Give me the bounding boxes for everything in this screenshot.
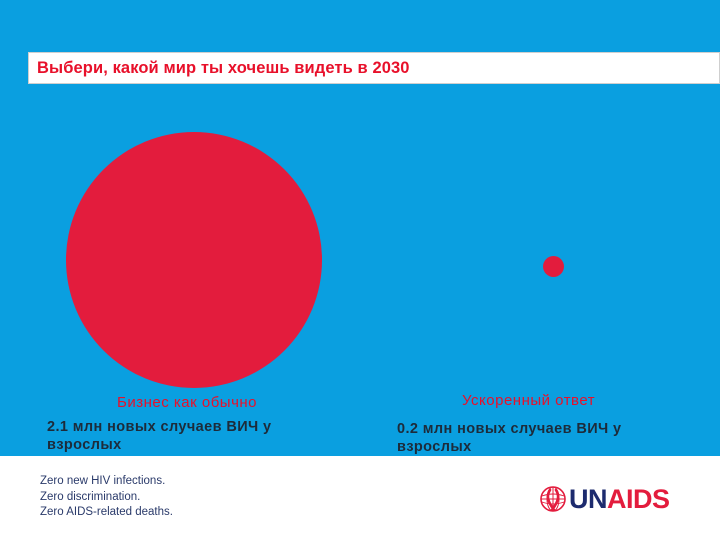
fast-track-circle [543,256,564,277]
logo-aids: AIDS [607,484,670,514]
fast-track-detail: 0.2 млн новых случаев ВИЧ у взрослых [397,421,622,455]
tagline: Zero new HIV infections. Zero discrimina… [40,474,173,521]
logo-wordmark: UNAIDS [569,484,670,514]
logo-un: UN [569,484,608,514]
slide-title: Выбери, какой мир ты хочешь видеть в 203… [37,58,410,77]
tagline-line-2: Zero discrimination. [40,490,141,503]
unaids-logo: UNAIDS [538,484,670,514]
business-as-usual-circle [66,132,322,388]
tagline-line-1: Zero new HIV infections. [40,475,166,487]
business-as-usual-heading: Бизнес как обычно [117,394,258,411]
title-banner: Выбери, какой мир ты хочешь видеть в 203… [28,52,720,84]
fast-track-heading: Ускоренный ответ [462,392,596,409]
red-ribbon-globe-icon [540,486,566,512]
tagline-line-3: Zero AIDS-related deaths. [40,506,173,518]
business-as-usual-detail: 2.1 млн новых случаев ВИЧ у взрослых [47,419,272,453]
